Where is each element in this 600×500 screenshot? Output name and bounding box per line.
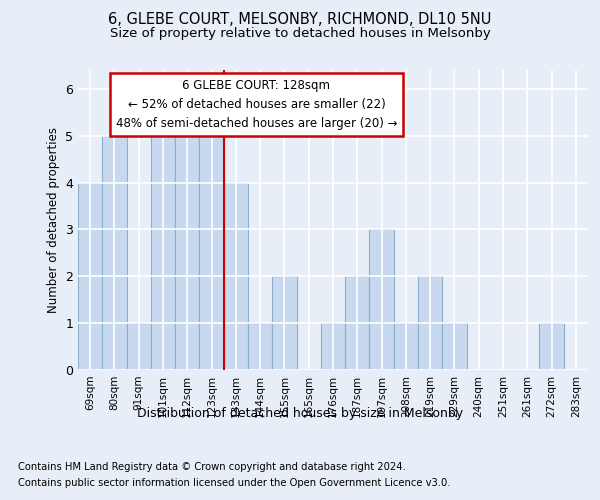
Text: 6 GLEBE COURT: 128sqm
← 52% of detached houses are smaller (22)
48% of semi-deta: 6 GLEBE COURT: 128sqm ← 52% of detached … bbox=[116, 79, 397, 130]
Bar bbox=[175, 136, 199, 370]
Text: Contains public sector information licensed under the Open Government Licence v3: Contains public sector information licen… bbox=[18, 478, 451, 488]
Bar bbox=[394, 323, 418, 370]
Bar bbox=[127, 323, 151, 370]
Bar bbox=[248, 323, 272, 370]
Text: 6, GLEBE COURT, MELSONBY, RICHMOND, DL10 5NU: 6, GLEBE COURT, MELSONBY, RICHMOND, DL10… bbox=[109, 12, 491, 28]
Bar bbox=[321, 323, 345, 370]
Bar bbox=[78, 182, 102, 370]
Bar bbox=[539, 323, 564, 370]
Bar bbox=[151, 136, 175, 370]
Bar bbox=[224, 182, 248, 370]
Text: Contains HM Land Registry data © Crown copyright and database right 2024.: Contains HM Land Registry data © Crown c… bbox=[18, 462, 406, 472]
Bar bbox=[345, 276, 370, 370]
Bar bbox=[370, 230, 394, 370]
Text: Size of property relative to detached houses in Melsonby: Size of property relative to detached ho… bbox=[110, 28, 490, 40]
Bar bbox=[272, 276, 296, 370]
Bar bbox=[199, 136, 224, 370]
Bar bbox=[418, 276, 442, 370]
Bar bbox=[442, 323, 467, 370]
Bar bbox=[102, 136, 127, 370]
Y-axis label: Number of detached properties: Number of detached properties bbox=[47, 127, 59, 313]
Text: Distribution of detached houses by size in Melsonby: Distribution of detached houses by size … bbox=[137, 408, 463, 420]
